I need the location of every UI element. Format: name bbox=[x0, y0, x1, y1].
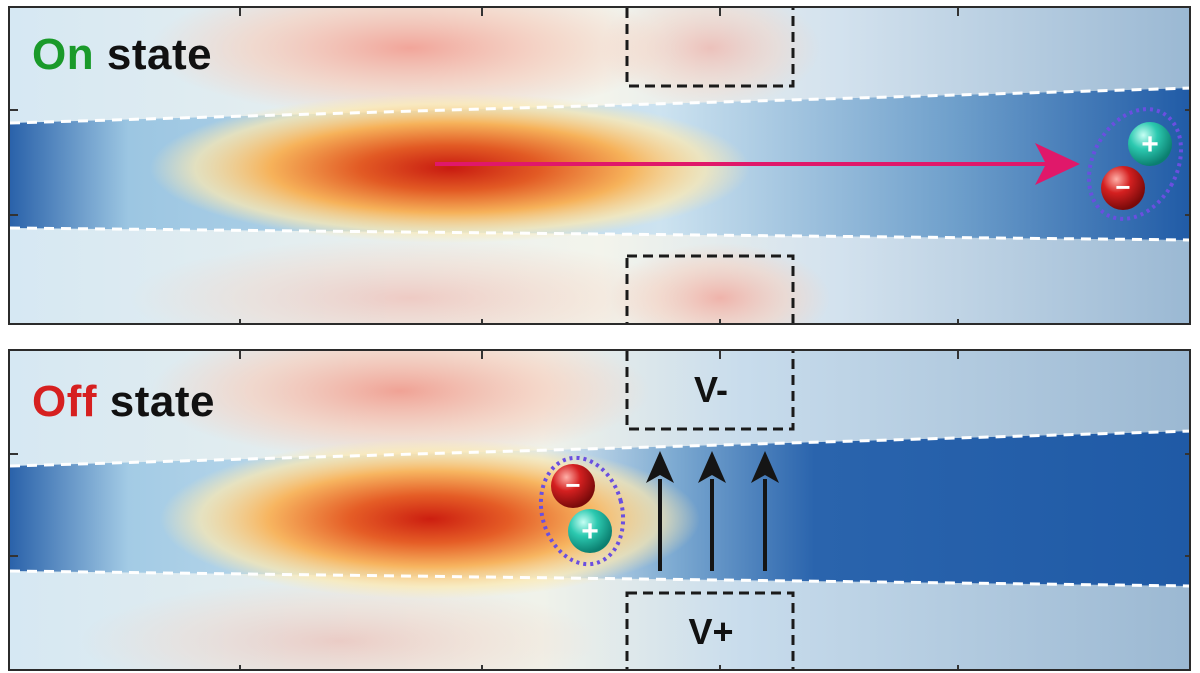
hole-symbol: + bbox=[1141, 128, 1159, 161]
electron-symbol: − bbox=[565, 470, 580, 500]
off-state-exciton-pair: − + bbox=[538, 455, 626, 567]
hole-symbol: + bbox=[581, 515, 599, 548]
bottom-electrode-box bbox=[625, 254, 795, 323]
off-state-field-map: − + bbox=[10, 351, 1189, 669]
on-state-propagation-arrow bbox=[435, 143, 1080, 185]
on-state-field-map: − + bbox=[10, 8, 1189, 323]
on-state-title: On state bbox=[32, 30, 212, 80]
off-state-title: Off state bbox=[32, 377, 215, 427]
electron-particle bbox=[1101, 166, 1145, 210]
bottom-electrode-box bbox=[625, 591, 795, 669]
top-electrode-label: V- bbox=[693, 369, 728, 410]
on-state-word: state bbox=[106, 30, 213, 79]
on-word: On bbox=[32, 30, 95, 79]
off-state-word: state bbox=[109, 377, 215, 426]
bottom-electrode-label: V+ bbox=[688, 611, 734, 652]
hole-particle bbox=[568, 509, 612, 553]
on-state-panel: − + On state bbox=[8, 6, 1191, 325]
field-arrows bbox=[646, 451, 779, 571]
electron-symbol: − bbox=[1115, 172, 1130, 202]
hole-particle bbox=[1128, 122, 1172, 166]
electron-particle bbox=[551, 464, 595, 508]
off-word: Off bbox=[32, 377, 98, 426]
top-electrode-box bbox=[625, 8, 795, 88]
top-electrode-box bbox=[625, 351, 795, 431]
on-state-exciton-pair: − + bbox=[1086, 107, 1184, 221]
off-state-panel: − + Off state V- V+ bbox=[8, 349, 1191, 671]
